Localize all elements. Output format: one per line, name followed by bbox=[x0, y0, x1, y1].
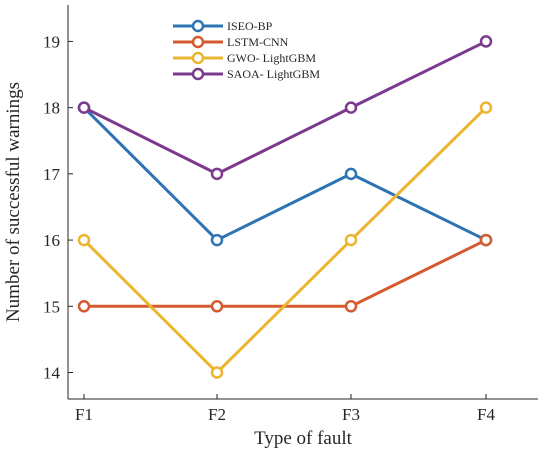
y-tick-label: 14 bbox=[43, 364, 61, 383]
legend-marker bbox=[191, 19, 205, 33]
y-tick-label: 17 bbox=[43, 165, 61, 184]
data-point bbox=[210, 233, 224, 247]
x-tick-label: F2 bbox=[208, 405, 226, 424]
series-markers bbox=[77, 35, 493, 379]
data-point bbox=[77, 101, 91, 114]
legend: ISEO-BP LSTM-CNN GWO- LightGBM SAOA- LightG… bbox=[173, 19, 320, 81]
y-tick-label: 15 bbox=[43, 297, 60, 316]
legend-marker bbox=[191, 51, 205, 65]
legend-marker bbox=[191, 67, 205, 81]
series-line-0 bbox=[82, 106, 487, 242]
data-point bbox=[479, 35, 493, 48]
legend-label: SAOA- LightGBM bbox=[227, 67, 320, 81]
x-tick-label: F4 bbox=[477, 405, 495, 424]
x-tick-label: F3 bbox=[342, 405, 360, 424]
data-point bbox=[210, 300, 224, 313]
data-point bbox=[479, 101, 493, 114]
axes: 14 15 16 17 18 19 F1 F2 F3 F4 bbox=[43, 5, 538, 424]
data-point bbox=[344, 300, 358, 313]
y-axis-title: Number of successful warnings bbox=[3, 82, 24, 322]
series-lines bbox=[82, 40, 488, 375]
x-tick-label: F1 bbox=[75, 405, 93, 424]
data-point bbox=[344, 233, 358, 247]
legend-label: GWO- LightGBM bbox=[227, 51, 316, 65]
data-point bbox=[77, 233, 91, 247]
data-point bbox=[210, 167, 224, 181]
y-tick-label: 16 bbox=[43, 231, 60, 250]
x-axis-title: Type of fault bbox=[254, 428, 353, 449]
series-line-3 bbox=[83, 40, 487, 176]
y-tick-label: 19 bbox=[43, 32, 60, 51]
data-point bbox=[344, 167, 358, 181]
legend-label: LSTM-CNN bbox=[227, 35, 289, 49]
legend-label: ISEO-BP bbox=[227, 19, 273, 33]
series-line-1 bbox=[84, 238, 487, 308]
series-line-2 bbox=[82, 106, 488, 375]
data-point bbox=[344, 101, 358, 114]
legend-marker bbox=[191, 35, 205, 49]
data-point bbox=[479, 233, 493, 247]
y-tick-label: 18 bbox=[43, 99, 60, 118]
data-point bbox=[210, 366, 224, 379]
data-point bbox=[77, 300, 91, 313]
